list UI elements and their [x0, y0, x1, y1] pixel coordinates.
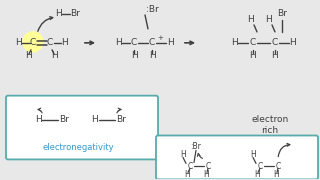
Text: C: C: [188, 162, 193, 171]
Text: C: C: [276, 162, 281, 171]
Text: H: H: [167, 38, 173, 47]
Text: H: H: [60, 38, 68, 47]
Text: H: H: [203, 170, 209, 179]
Text: :Br: :Br: [191, 142, 201, 151]
Text: H: H: [231, 38, 237, 47]
Text: H: H: [148, 51, 156, 60]
Text: H: H: [184, 170, 190, 179]
Text: H: H: [15, 38, 21, 47]
Text: H: H: [55, 9, 61, 18]
Text: electron: electron: [252, 115, 289, 124]
Text: H: H: [250, 150, 256, 159]
FancyBboxPatch shape: [6, 96, 158, 159]
Text: H: H: [52, 51, 58, 60]
Text: rich: rich: [261, 126, 279, 135]
Text: H: H: [180, 150, 186, 159]
Text: C: C: [30, 38, 36, 47]
Text: C: C: [205, 162, 211, 171]
Text: C: C: [47, 38, 53, 47]
Text: H: H: [254, 170, 260, 179]
Text: +: +: [157, 35, 163, 41]
Text: H: H: [290, 38, 296, 47]
Text: Br: Br: [277, 9, 287, 18]
Text: H: H: [35, 115, 41, 124]
Text: C: C: [257, 162, 263, 171]
Text: H: H: [115, 38, 121, 47]
Text: Br: Br: [59, 115, 69, 124]
Text: H: H: [131, 51, 137, 60]
Text: H: H: [25, 51, 31, 60]
Circle shape: [23, 32, 43, 52]
Text: Br: Br: [116, 115, 126, 124]
Text: C: C: [149, 38, 155, 47]
Text: C: C: [131, 38, 137, 47]
Text: C: C: [250, 38, 256, 47]
Text: Br: Br: [70, 9, 80, 18]
Text: C: C: [272, 38, 278, 47]
Text: :Br: :Br: [146, 5, 158, 14]
Text: H: H: [248, 15, 254, 24]
Text: H: H: [92, 115, 98, 124]
Text: H: H: [272, 51, 278, 60]
Text: H: H: [273, 170, 279, 179]
FancyBboxPatch shape: [156, 136, 318, 179]
Text: H: H: [266, 15, 272, 24]
Text: electronegativity: electronegativity: [42, 143, 114, 152]
Text: H: H: [250, 51, 256, 60]
